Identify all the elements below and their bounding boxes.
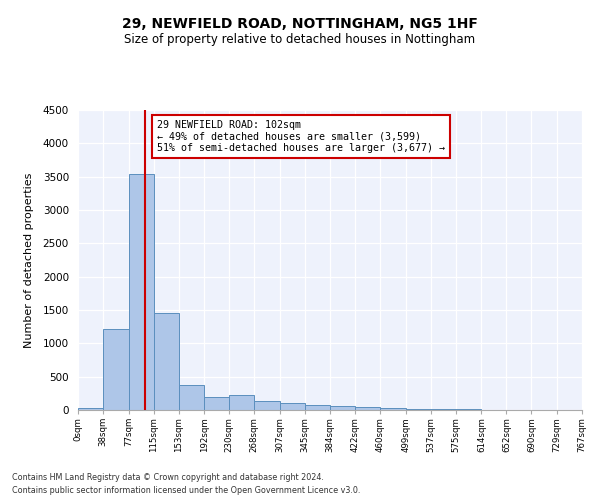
Bar	[103, 328, 128, 410]
Text: Size of property relative to detached houses in Nottingham: Size of property relative to detached ho…	[124, 32, 476, 46]
Bar	[78, 408, 103, 410]
Bar	[380, 408, 406, 410]
Text: Contains public sector information licensed under the Open Government Licence v3: Contains public sector information licen…	[12, 486, 361, 495]
Bar	[229, 396, 254, 410]
Bar	[355, 406, 380, 410]
Text: Contains HM Land Registry data © Crown copyright and database right 2024.: Contains HM Land Registry data © Crown c…	[12, 474, 324, 482]
Text: 29 NEWFIELD ROAD: 102sqm
← 49% of detached houses are smaller (3,599)
51% of sem: 29 NEWFIELD ROAD: 102sqm ← 49% of detach…	[157, 120, 445, 153]
Bar	[254, 402, 280, 410]
Text: 29, NEWFIELD ROAD, NOTTINGHAM, NG5 1HF: 29, NEWFIELD ROAD, NOTTINGHAM, NG5 1HF	[122, 18, 478, 32]
Bar	[280, 404, 305, 410]
Bar	[305, 404, 331, 410]
Y-axis label: Number of detached properties: Number of detached properties	[25, 172, 34, 348]
Bar	[128, 174, 154, 410]
Bar	[154, 312, 179, 410]
Bar	[179, 384, 204, 410]
Bar	[331, 406, 355, 410]
Bar	[204, 396, 229, 410]
